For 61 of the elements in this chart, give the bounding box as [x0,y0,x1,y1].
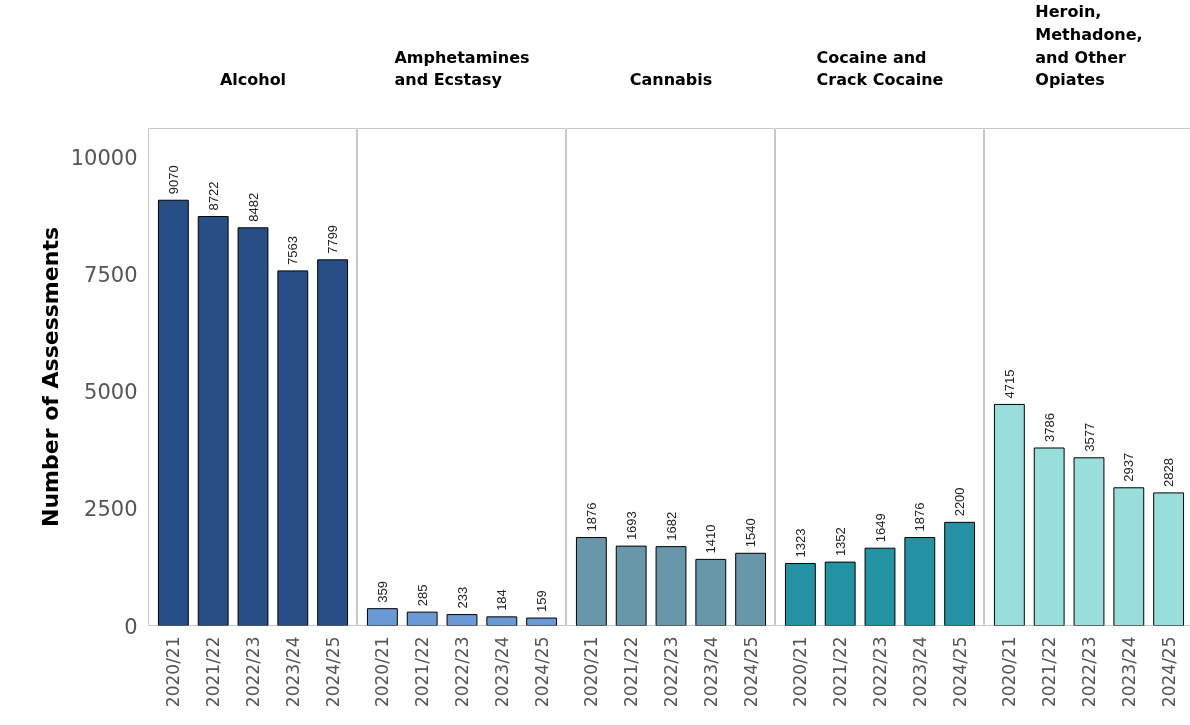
x-tick-label: 2023/24 [909,636,930,708]
data-label: 1649 [872,513,888,543]
x-tick-label: 2024/25 [740,636,761,708]
data-label: 3577 [1081,422,1097,452]
data-label: 4715 [1001,369,1017,399]
x-tick-label: 2021/22 [412,636,433,708]
y-tick-label: 5000 [84,380,138,405]
x-tick-label: 2023/24 [491,636,512,708]
chart-title: Cocaine and Crack Cocaine [816,47,944,90]
x-tick-label: 2022/23 [243,636,263,708]
x-tick-label: 2020/21 [999,636,1020,708]
data-label: 8482 [245,192,261,222]
data-label: 3786 [1041,413,1057,442]
x-tick-label: 2020/21 [790,636,811,708]
x-tick-label: 2022/23 [661,636,681,708]
data-label: 184 [494,589,510,611]
x-tick-label: 2021/22 [621,636,642,708]
x-tick-label: 2024/25 [949,636,970,708]
y-tick-label: 0 [124,614,138,639]
y-axis-title: Number of Assessments [37,227,63,527]
data-label: 2200 [952,487,968,517]
data-label: 2937 [1121,452,1137,482]
data-label: 7799 [325,224,341,254]
x-tick-label: 2023/24 [282,636,303,708]
data-label: 1323 [792,528,808,558]
chart-title: Amphetamines and Ecstasy [394,47,530,90]
data-label: 1876 [583,502,599,532]
data-label: 1540 [743,518,759,548]
x-tick-label: 2022/23 [1079,636,1099,708]
x-tick-label: 2024/25 [531,636,552,708]
x-tick-label: 2021/22 [203,636,224,708]
x-tick-label: 2024/25 [322,636,343,708]
data-label: 7563 [285,235,301,265]
x-tick-label: 2022/23 [452,636,472,708]
x-tick-label: 2020/21 [581,636,602,708]
data-label: 159 [534,590,550,613]
x-tick-label: 2023/24 [1118,636,1139,708]
data-label: 1410 [703,524,719,554]
data-label: 8722 [205,181,221,211]
x-tick-label: 2020/21 [372,636,393,708]
data-label: 2828 [1161,457,1177,487]
x-tick-label: 2021/22 [1039,636,1060,708]
data-label: 9070 [165,165,181,195]
chart-title: Alcohol [219,70,287,90]
x-tick-label: 2022/23 [870,636,890,708]
data-label: 1693 [623,511,639,541]
x-tick-label: 2023/24 [700,636,721,708]
data-label: 285 [414,584,430,607]
chart-title: Heroin, Methadone, and Other Opiates [1035,2,1143,90]
y-tick-label: 7500 [84,262,138,287]
data-label: 1682 [663,511,679,541]
data-label: 233 [454,586,470,609]
x-tick-label: 2021/22 [830,636,851,708]
data-label: 1876 [912,502,928,532]
x-tick-label: 2024/25 [1158,636,1179,708]
y-tick-label: 2500 [84,497,138,522]
data-label: 1352 [832,527,848,557]
chart-title: Cannabis [629,70,713,90]
data-label: 359 [374,580,390,603]
x-tick-label: 2020/21 [163,636,184,708]
y-tick-label: 10000 [70,145,138,170]
